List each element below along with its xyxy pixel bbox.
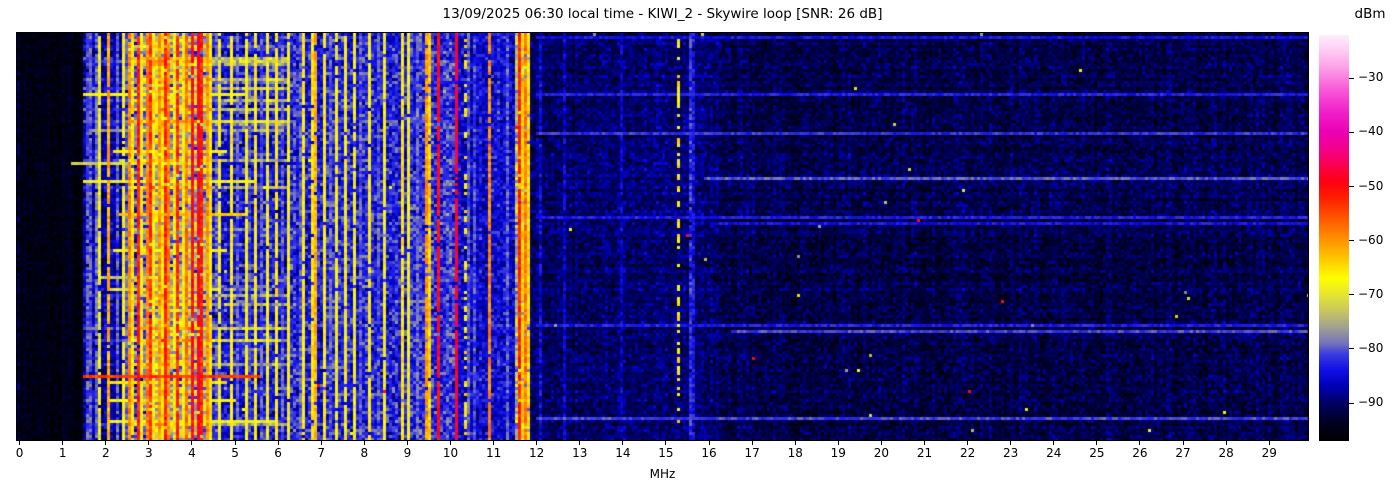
x-tick-mark <box>536 441 538 445</box>
x-tick-mark <box>148 441 150 445</box>
x-tick-label: 20 <box>873 446 890 460</box>
x-tick-mark <box>622 441 624 445</box>
colorbar-tick-mark <box>1349 402 1354 404</box>
x-tick-mark <box>363 441 365 445</box>
x-tick-label: 12 <box>529 446 545 460</box>
colorbar-tick-label: −60 <box>1358 232 1384 247</box>
x-tick-mark <box>234 441 236 445</box>
x-tick-label: 11 <box>485 446 502 460</box>
x-tick-label: 1 <box>58 446 67 460</box>
waterfall-plot <box>16 32 1309 441</box>
x-tick-label: 25 <box>1089 446 1105 460</box>
x-tick-label: 7 <box>317 446 326 460</box>
x-tick-mark <box>751 441 753 445</box>
x-tick-mark <box>191 441 193 445</box>
x-tick-label: 16 <box>701 446 717 460</box>
x-tick-mark <box>967 441 969 445</box>
x-tick-mark <box>19 441 21 445</box>
x-tick-label: 14 <box>615 446 631 460</box>
x-tick-mark <box>708 441 710 445</box>
x-tick-mark <box>880 441 882 445</box>
x-tick-label: 2 <box>101 446 110 460</box>
waterfall-canvas <box>17 33 1308 440</box>
colorbar-tick-mark <box>1349 348 1354 350</box>
colorbar-tick-label: −70 <box>1358 286 1384 301</box>
colorbar-tick-label: −30 <box>1358 70 1384 85</box>
x-tick-mark <box>923 441 925 445</box>
x-tick-mark <box>1182 441 1184 445</box>
x-tick-mark <box>1225 441 1227 445</box>
x-tick-label: 5 <box>231 446 239 460</box>
x-tick-mark <box>1010 441 1012 445</box>
colorbar-gradient <box>1319 35 1349 441</box>
x-tick-label: 6 <box>274 446 282 460</box>
x-tick-label: 24 <box>1046 446 1062 460</box>
x-tick-mark <box>1096 441 1098 445</box>
x-tick-label: 8 <box>360 446 369 460</box>
colorbar-tick-mark <box>1349 294 1354 296</box>
x-tick-label: 0 <box>15 446 24 460</box>
x-tick-label: 17 <box>744 446 760 460</box>
colorbar-unit-label: dBm <box>1354 6 1386 22</box>
colorbar-tick-label: −40 <box>1358 124 1384 139</box>
x-tick-mark <box>105 441 107 445</box>
x-tick-label: 27 <box>1175 446 1191 460</box>
x-tick-mark <box>794 441 796 445</box>
x-tick-label: 28 <box>1218 446 1234 460</box>
x-tick-label: 3 <box>145 446 153 460</box>
x-tick-label: 13 <box>572 446 588 460</box>
x-tick-label: 22 <box>959 446 976 460</box>
x-tick-mark <box>277 441 279 445</box>
x-tick-label: 18 <box>787 446 803 460</box>
x-tick-label: 21 <box>916 446 933 460</box>
x-tick-label: 29 <box>1261 446 1277 460</box>
x-tick-mark <box>837 441 839 445</box>
colorbar-tick-label: −90 <box>1358 395 1384 410</box>
x-tick-label: 9 <box>403 446 412 460</box>
colorbar-tick-mark <box>1349 240 1354 242</box>
x-tick-mark <box>1139 441 1141 445</box>
x-tick-label: 4 <box>188 446 196 460</box>
x-tick-label: 26 <box>1132 446 1148 460</box>
x-tick-label: 23 <box>1003 446 1019 460</box>
x-tick-mark <box>579 441 581 445</box>
x-tick-mark <box>62 441 64 445</box>
x-tick-mark <box>406 441 408 445</box>
x-tick-mark <box>320 441 322 445</box>
colorbar-tick-mark <box>1349 186 1354 188</box>
colorbar-tick-label: −80 <box>1358 340 1384 355</box>
x-tick-mark <box>493 441 495 445</box>
x-tick-label: 19 <box>830 446 846 460</box>
x-tick-mark <box>1268 441 1270 445</box>
x-axis-label: MHz <box>649 467 676 481</box>
x-tick-mark <box>1053 441 1055 445</box>
x-tick-mark <box>665 441 667 445</box>
x-tick-label: 15 <box>658 446 674 460</box>
colorbar-tick-label: −50 <box>1358 178 1384 193</box>
colorbar-tick-mark <box>1349 131 1354 133</box>
colorbar-tick-mark <box>1349 77 1354 79</box>
x-tick-label: 10 <box>442 446 459 460</box>
x-tick-mark <box>449 441 451 445</box>
chart-title: 13/09/2025 06:30 local time - KIWI_2 - S… <box>442 6 883 22</box>
